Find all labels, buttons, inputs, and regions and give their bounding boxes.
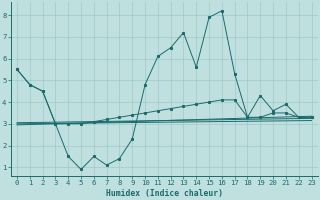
X-axis label: Humidex (Indice chaleur): Humidex (Indice chaleur) [106, 189, 223, 198]
